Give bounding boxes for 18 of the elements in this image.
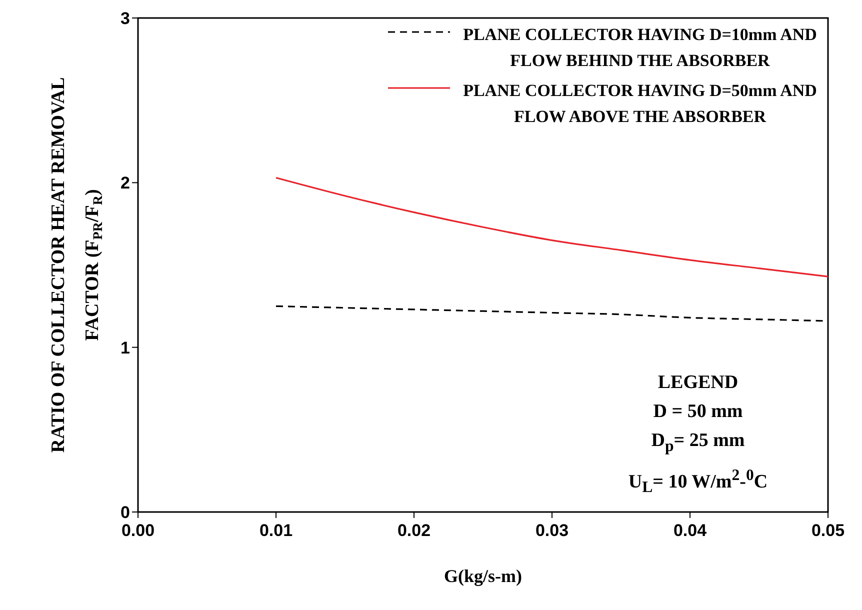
y-tick-label: 3 <box>120 9 130 28</box>
line-series <box>275 176 828 278</box>
annotation: LEGEND <box>656 371 740 395</box>
x-tick-label: 0.05 <box>811 521 845 540</box>
x-tick-label: 0.01 <box>259 521 293 540</box>
annotation: D$_{p}$= 25 mm <box>650 429 746 457</box>
y-tick-label: 2 <box>120 174 130 193</box>
x-axis-title: G(kg/s-m) <box>444 566 522 586</box>
y-tick-label: 0 <box>120 503 130 522</box>
legend-label: PLANE COLLECTOR HAVING D=10mm AND FLOW BEHIND THE ABSORBER <box>462 24 818 72</box>
x-tick-label: 0.00 <box>121 521 155 540</box>
annotation: U$_{L}$= 10 W/m$^{2}$-$^{0}$C <box>627 466 769 498</box>
y-tick-label: 1 <box>120 338 130 358</box>
x-tick-label: 0.04 <box>673 521 708 540</box>
x-tick-label: 0.02 <box>397 521 431 540</box>
annotation: D = 50 mm <box>652 400 744 424</box>
legend-label: PLANE COLLECTOR HAVING D=50mm AND FLOW ABOVE THE ABSORBER <box>462 80 818 128</box>
x-tick-label: 0.03 <box>535 521 569 540</box>
